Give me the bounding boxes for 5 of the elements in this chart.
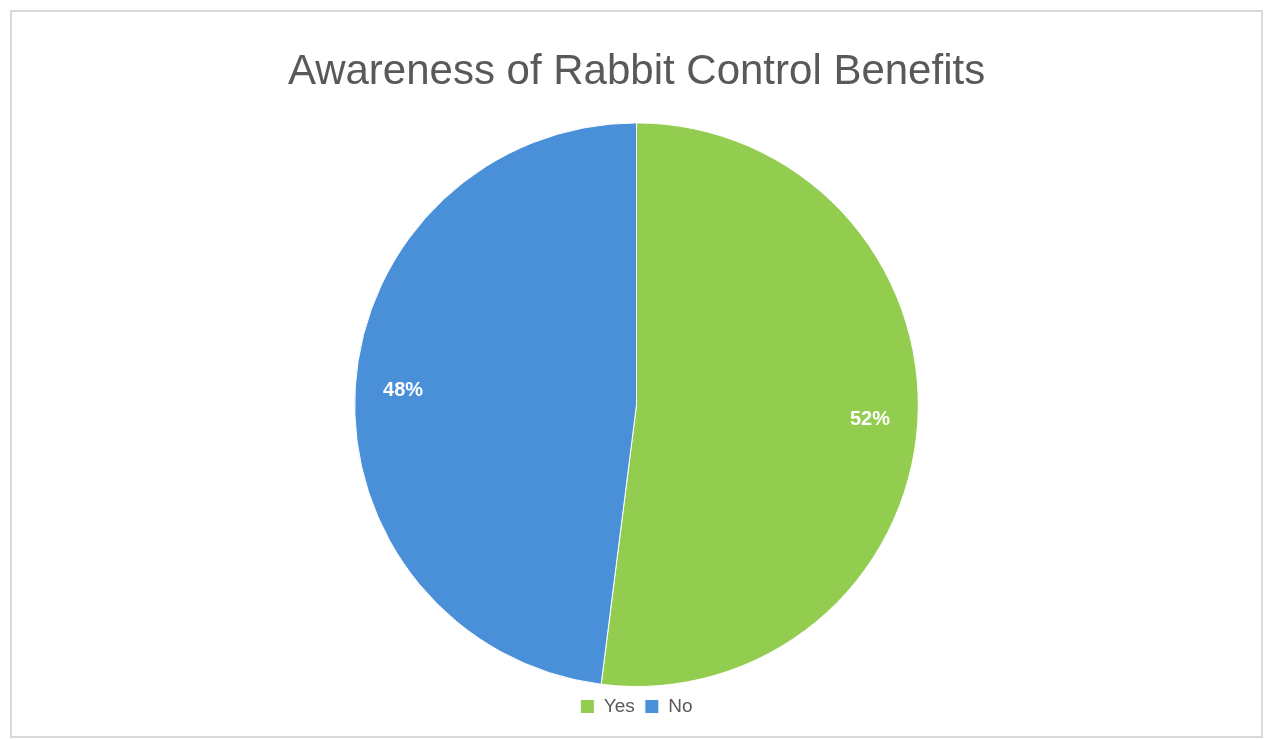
legend-label: Yes <box>603 694 635 716</box>
legend-label: No <box>668 694 693 716</box>
data-label: 48% <box>383 377 424 400</box>
data-label: 52% <box>849 406 891 429</box>
chart-title: Awareness of Rabbit Control Benefits <box>287 45 986 93</box>
